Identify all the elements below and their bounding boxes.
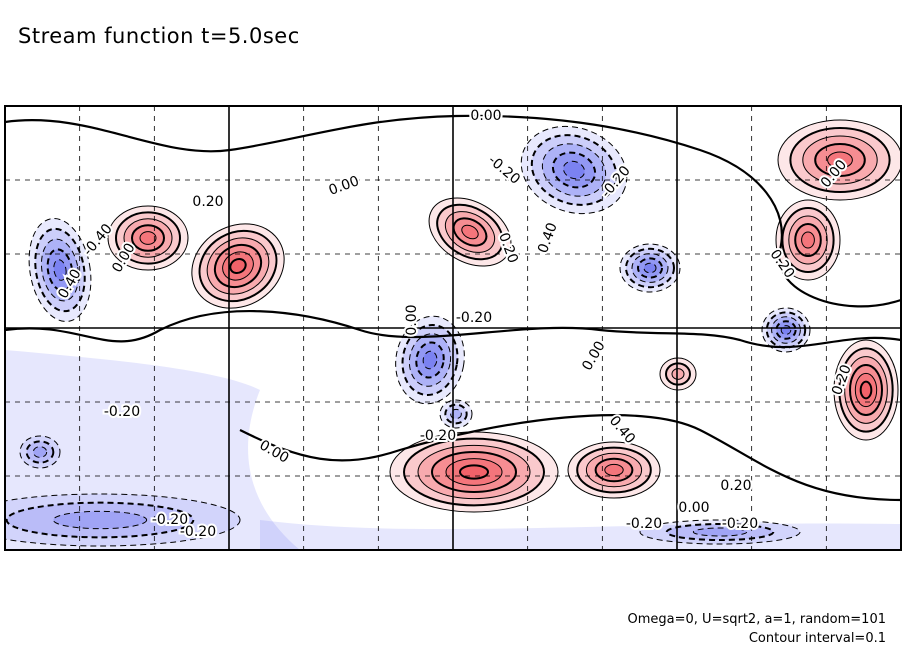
positive-extremum-8 bbox=[834, 340, 898, 440]
contour-rings-18 bbox=[639, 519, 801, 545]
zero-contour-middle bbox=[5, 309, 901, 349]
contour-rings-10 bbox=[520, 125, 628, 215]
contour-interval-note: Contour interval=0.1 bbox=[748, 631, 886, 646]
zero-contour-north bbox=[5, 114, 901, 308]
contour-rings-8 bbox=[833, 339, 899, 441]
contour-label-8: -0.20 bbox=[180, 524, 216, 540]
contour-label-1: 0.00 bbox=[470, 108, 501, 124]
contour-rings-4 bbox=[777, 119, 901, 201]
contour-rings-1 bbox=[191, 223, 285, 309]
contour-rings-13 bbox=[619, 243, 681, 293]
contour-rings-16 bbox=[19, 435, 61, 469]
contour-rings-17 bbox=[5, 493, 241, 547]
negative-extremum-17 bbox=[5, 494, 240, 546]
contour-label-14: -0.20 bbox=[420, 428, 456, 444]
gridlines bbox=[5, 106, 901, 550]
negative-extremum-13 bbox=[620, 244, 680, 292]
contour-rings-7 bbox=[567, 441, 661, 499]
negative-extremum-16 bbox=[20, 436, 60, 468]
contour-label-21: -0.20 bbox=[626, 516, 662, 532]
chart-title: Stream function t=5.0sec bbox=[18, 24, 300, 48]
contour-label-23: 0.00 bbox=[678, 500, 709, 516]
contour-label-24: -0.20 bbox=[722, 516, 758, 532]
zero-contour-south bbox=[239, 414, 901, 502]
positive-extremum-5 bbox=[776, 200, 840, 280]
negative-extremum-10 bbox=[521, 126, 627, 214]
contour-label-22: 0.20 bbox=[720, 478, 751, 494]
contour-label-9: 0.20 bbox=[192, 194, 223, 210]
contour-rings-14 bbox=[761, 307, 811, 353]
contour-rings-6 bbox=[389, 431, 559, 513]
plot-frame bbox=[4, 105, 902, 551]
positive-extremum-7 bbox=[568, 442, 660, 498]
negative-band-1 bbox=[5, 350, 300, 550]
parameters-note: Omega=0, U=sqrt2, a=1, random=101 bbox=[627, 612, 886, 627]
contour-label-15: 0.00 bbox=[404, 304, 420, 335]
contour-rings-9 bbox=[659, 357, 697, 391]
contour-label-17: -0.20 bbox=[456, 310, 492, 326]
contour-label-7: -0.20 bbox=[104, 404, 140, 420]
contour-rings-2 bbox=[107, 205, 189, 271]
positive-extremum-6 bbox=[390, 432, 558, 512]
contour-label-26: -0.20 bbox=[152, 512, 188, 528]
negative-band-2 bbox=[260, 520, 901, 550]
contour-rings-15 bbox=[439, 399, 473, 429]
